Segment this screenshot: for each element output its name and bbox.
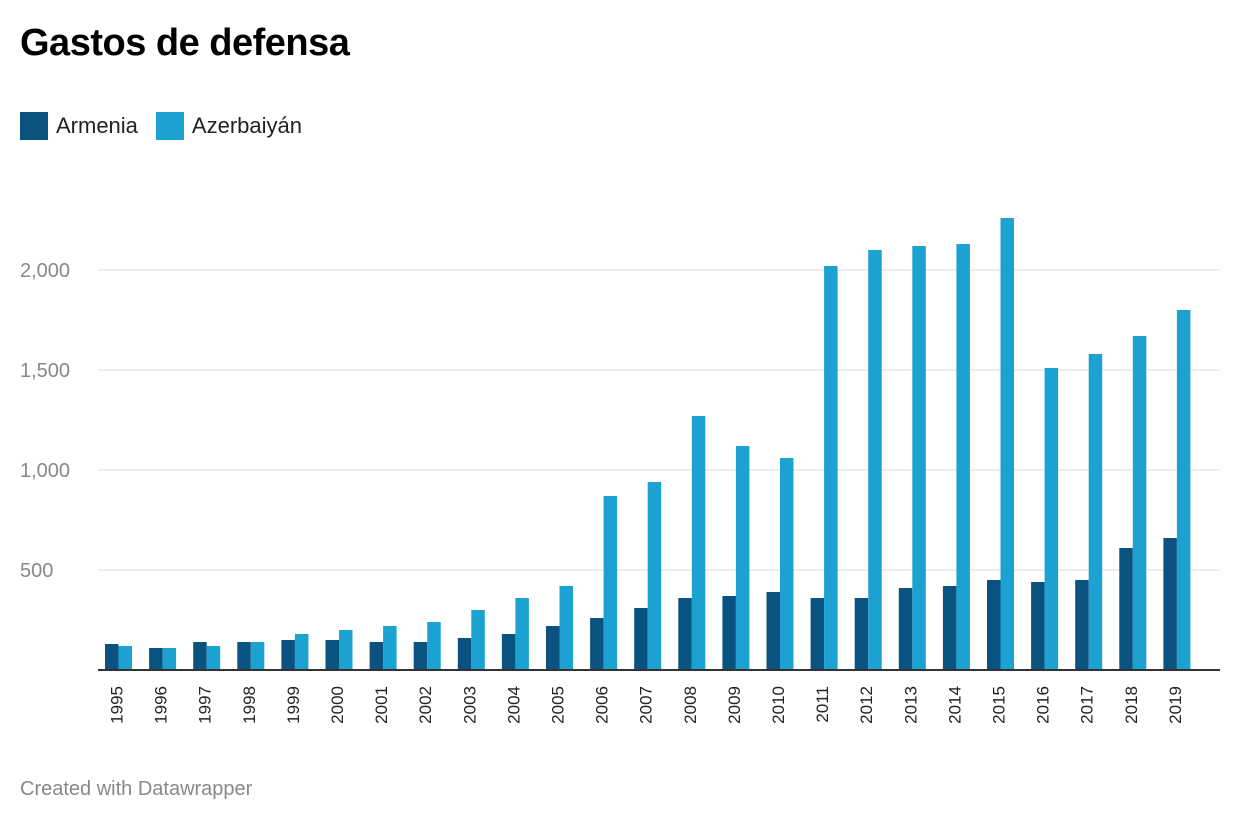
y-tick-label-1500: 1,500 <box>20 360 70 382</box>
bar-azerbaiyan-2015 <box>1000 218 1014 670</box>
y-tick-label-500: 500 <box>20 560 53 582</box>
x-tick-label-1999: 1999 <box>284 686 303 724</box>
bar-armenia-2005 <box>546 626 560 670</box>
legend: Armenia Azerbaiyán <box>20 112 320 140</box>
bar-armenia-2000 <box>325 640 339 670</box>
legend-item-armenia: Armenia <box>20 112 138 140</box>
bar-azerbaiyan-1999 <box>294 634 309 670</box>
x-tick-label-1997: 1997 <box>196 686 215 724</box>
x-tick-label-2013: 2013 <box>901 686 920 724</box>
bar-armenia-2006 <box>590 618 604 670</box>
x-tick-label-2003: 2003 <box>460 686 479 724</box>
bar-azerbaiyan-2017 <box>1088 354 1103 670</box>
x-tick-label-2001: 2001 <box>372 686 391 724</box>
x-tick-label-2004: 2004 <box>504 686 523 724</box>
bar-azerbaiyan-2011 <box>824 266 838 670</box>
x-tick-label-2014: 2014 <box>945 686 964 724</box>
bar-azerbaiyan-2008 <box>691 416 706 670</box>
bar-azerbaiyan-1995 <box>118 646 132 670</box>
bar-armenia-2008 <box>678 598 692 670</box>
bar-azerbaiyan-2009 <box>735 446 750 670</box>
bar-armenia-2009 <box>722 596 736 670</box>
bar-armenia-2002 <box>413 642 428 670</box>
bar-armenia-1995 <box>105 644 119 670</box>
x-tick-label-2016: 2016 <box>1034 686 1053 724</box>
bar-armenia-2003 <box>457 638 472 670</box>
x-tick-label-2009: 2009 <box>725 686 744 724</box>
bar-azerbaiyan-2000 <box>339 630 353 670</box>
y-tick-label-1000: 1,000 <box>20 460 70 482</box>
y-tick-label-2000: 2,000 <box>20 260 70 282</box>
bar-armenia-2018 <box>1119 548 1133 670</box>
bar-azerbaiyan-2014 <box>956 244 970 670</box>
bar-azerbaiyan-2004 <box>515 598 529 670</box>
bar-azerbaiyan-2002 <box>427 622 441 670</box>
bar-armenia-1996 <box>149 648 163 670</box>
x-tick-label-2012: 2012 <box>857 686 876 724</box>
bar-armenia-2004 <box>501 634 516 670</box>
x-tick-label-1998: 1998 <box>240 686 259 724</box>
bar-azerbaiyan-1997 <box>206 646 221 670</box>
x-tick-label-2017: 2017 <box>1078 686 1097 724</box>
legend-label-armenia: Armenia <box>56 113 138 138</box>
x-tick-label-2002: 2002 <box>416 686 435 724</box>
x-tick-label-2008: 2008 <box>681 686 700 724</box>
bar-azerbaiyan-2018 <box>1132 336 1147 670</box>
bar-armenia-2019 <box>1163 538 1177 670</box>
x-tick-label-2010: 2010 <box>769 686 788 724</box>
x-tick-label-2006: 2006 <box>593 686 612 724</box>
x-tick-label-2011: 2011 <box>813 686 832 723</box>
x-tick-label-2007: 2007 <box>637 686 656 724</box>
bar-azerbaiyan-2007 <box>647 482 662 670</box>
legend-swatch-armenia <box>20 112 48 140</box>
bar-armenia-1997 <box>193 642 207 670</box>
bar-azerbaiyan-2006 <box>603 496 618 670</box>
bar-armenia-2007 <box>634 608 648 670</box>
x-tick-label-2015: 2015 <box>990 686 1009 724</box>
chart-title: Gastos de defensa <box>20 22 350 64</box>
bar-armenia-2014 <box>942 586 957 670</box>
bar-azerbaiyan-2019 <box>1176 310 1191 670</box>
x-tick-label-2000: 2000 <box>328 686 347 724</box>
bar-azerbaiyan-1996 <box>162 648 177 670</box>
x-tick-label-2005: 2005 <box>549 686 568 724</box>
bar-armenia-2012 <box>854 598 869 670</box>
bar-azerbaiyan-2016 <box>1044 368 1059 670</box>
x-tick-label-1995: 1995 <box>108 686 127 724</box>
bar-armenia-2011 <box>810 598 825 670</box>
bar-armenia-1998 <box>237 642 251 670</box>
bar-armenia-2010 <box>766 592 780 670</box>
bar-armenia-2015 <box>987 580 1001 670</box>
bar-azerbaiyan-2005 <box>559 586 573 670</box>
bar-armenia-2016 <box>1031 582 1045 670</box>
x-tick-label-1996: 1996 <box>152 686 171 724</box>
legend-label-azerbaiyan: Azerbaiyán <box>191 113 302 138</box>
bar-azerbaiyan-2013 <box>912 246 926 670</box>
legend-item-azerbaiyan: Azerbaiyán <box>155 112 302 140</box>
bar-azerbaiyan-2012 <box>868 250 882 670</box>
bar-armenia-1999 <box>281 640 295 670</box>
footer-credit: Created with Datawrapper <box>20 778 253 800</box>
bar-armenia-2001 <box>369 642 384 670</box>
x-tick-label-2019: 2019 <box>1166 686 1185 724</box>
x-tick-label-2018: 2018 <box>1122 686 1141 724</box>
bar-azerbaiyan-2003 <box>471 610 485 670</box>
bar-armenia-2017 <box>1075 580 1089 670</box>
bar-azerbaiyan-2001 <box>383 626 397 670</box>
bar-azerbaiyan-1998 <box>250 642 265 670</box>
legend-swatch-azerbaiyan <box>155 112 184 140</box>
bar-armenia-2013 <box>898 588 913 670</box>
bar-azerbaiyan-2010 <box>780 458 794 670</box>
